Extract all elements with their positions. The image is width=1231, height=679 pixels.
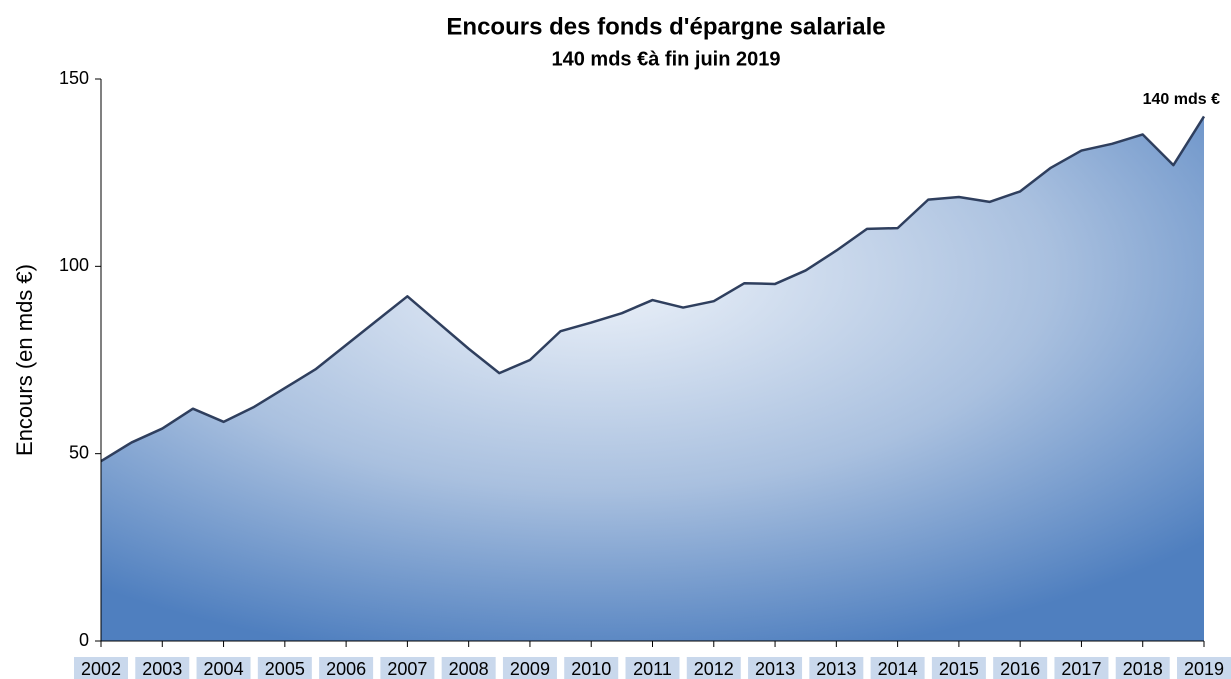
y-tick-label: 0 xyxy=(79,630,89,650)
annotation: 140 mds € xyxy=(1143,91,1220,108)
x-label-box xyxy=(1054,657,1109,679)
x-label-box xyxy=(135,657,190,679)
x-label-box xyxy=(870,657,925,679)
x-tick-label: 2017 xyxy=(1061,659,1101,679)
x-tick-label: 2002 xyxy=(81,659,121,679)
x-label-box xyxy=(993,657,1048,679)
x-tick-label: 2013 xyxy=(755,659,795,679)
chart-subtitle: 140 mds €à fin juin 2019 xyxy=(552,48,781,70)
x-label-box xyxy=(74,657,128,679)
x-tick-label: 2003 xyxy=(142,659,182,679)
x-tick-label: 2018 xyxy=(1123,659,1163,679)
x-label-box xyxy=(748,657,803,679)
x-tick-label: 2007 xyxy=(387,659,427,679)
x-label-box xyxy=(809,657,864,679)
x-label-box xyxy=(564,657,619,679)
area-line xyxy=(100,115,1206,463)
x-tick-label: 2013 xyxy=(816,659,856,679)
x-label-box xyxy=(625,657,680,679)
x-tick-label: 2009 xyxy=(510,659,550,679)
y-tick-label: 50 xyxy=(69,442,89,462)
x-tick-label: 2006 xyxy=(326,659,366,679)
x-tick-label: 2012 xyxy=(694,659,734,679)
x-label-box xyxy=(319,657,374,679)
x-tick-label: 2016 xyxy=(1000,659,1040,679)
y-tick-label: 150 xyxy=(59,68,89,88)
chart-title: Encours des fonds d'épargne salariale xyxy=(446,13,885,40)
x-label-box xyxy=(931,657,986,679)
x-label-box xyxy=(257,657,312,679)
area-fill xyxy=(101,116,1204,641)
y-tick-label: 100 xyxy=(59,255,89,275)
x-label-box xyxy=(502,657,557,679)
x-label-box xyxy=(1115,657,1170,679)
x-tick-label: 2010 xyxy=(571,659,611,679)
x-tick-label: 2008 xyxy=(449,659,489,679)
x-tick-label: 2015 xyxy=(939,659,979,679)
x-label-box xyxy=(1177,657,1231,679)
x-label-box xyxy=(686,657,741,679)
x-tick-label: 2004 xyxy=(204,659,244,679)
x-tick-label: 2011 xyxy=(633,659,672,679)
x-label-box xyxy=(441,657,496,679)
x-label-box xyxy=(196,657,251,679)
x-tick-label: 2019 xyxy=(1184,659,1224,679)
x-tick-label: 2014 xyxy=(878,659,918,679)
x-label-box xyxy=(380,657,435,679)
x-tick-label: 2005 xyxy=(265,659,305,679)
y-axis-label: Encours (en mds €) xyxy=(12,264,37,456)
